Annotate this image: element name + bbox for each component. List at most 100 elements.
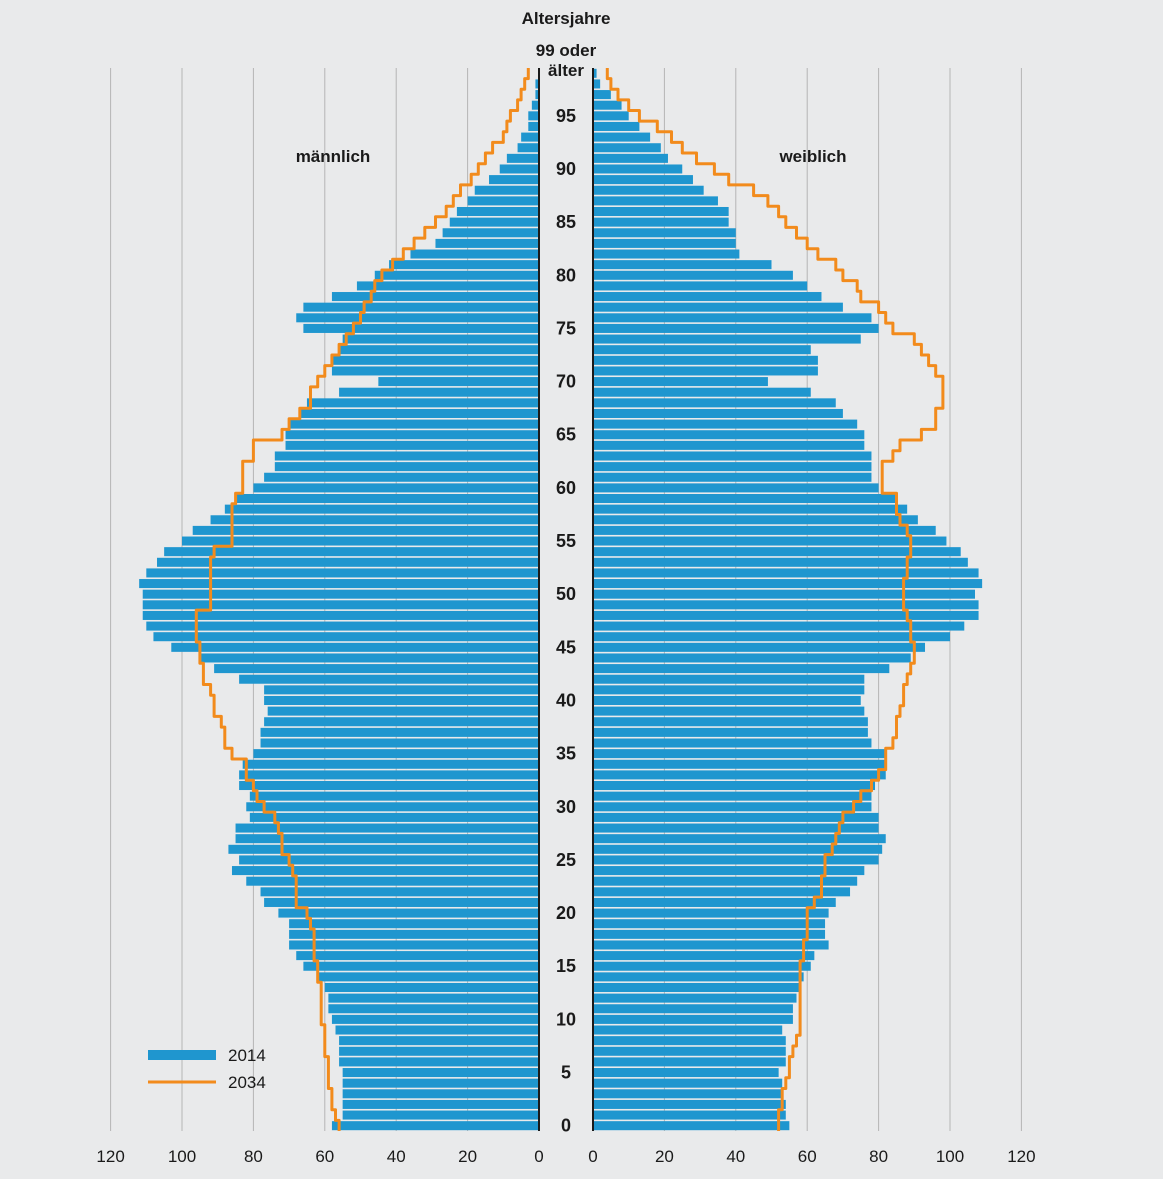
age-tick-10: 10 — [556, 1009, 576, 1029]
bar-male-age-59 — [235, 494, 540, 504]
x-tick-labels: 120 100 80 60 40 20 0 0 20 40 60 80 100 120 — [96, 1147, 1035, 1166]
x-tick-left-120: 120 — [96, 1147, 124, 1166]
bar-female-age-88 — [593, 185, 704, 195]
bar-female-age-11 — [593, 1004, 793, 1014]
bar-female-age-0 — [593, 1121, 790, 1131]
bar-male-age-46 — [153, 632, 539, 642]
bar-male-age-11 — [328, 1004, 539, 1014]
bar-male-age-24 — [231, 866, 540, 876]
bar-female-age-82 — [593, 249, 740, 259]
bar-male-age-55 — [182, 536, 539, 546]
age-tick-50: 50 — [556, 584, 576, 604]
age-tick-15: 15 — [556, 956, 576, 976]
bar-male-age-65 — [285, 430, 539, 440]
left-side-label: männlich — [296, 147, 371, 166]
bar-female-age-59 — [593, 494, 897, 504]
bar-female-age-16 — [593, 951, 815, 961]
bar-female-age-36 — [593, 738, 872, 748]
age-tick-65: 65 — [556, 425, 576, 445]
bar-male-age-95 — [528, 111, 539, 121]
bar-female-age-70 — [593, 377, 768, 387]
bar-female-age-37 — [593, 727, 868, 737]
age-tick-80: 80 — [556, 265, 576, 285]
bar-female-age-72 — [593, 355, 818, 365]
bar-male-age-96 — [531, 100, 539, 110]
bar-female-age-71 — [593, 366, 818, 376]
x-tick-right-0: 0 — [588, 1147, 597, 1166]
bar-male-age-83 — [435, 238, 539, 248]
bar-male-age-62 — [274, 462, 539, 472]
bar-female-age-43 — [593, 664, 890, 674]
right-side-label: weiblich — [778, 147, 846, 166]
lines-2034 — [194, 68, 945, 1131]
age-tick-70: 70 — [556, 372, 576, 392]
x-tick-left-40: 40 — [387, 1147, 406, 1166]
bar-male-age-69 — [339, 387, 539, 397]
bar-male-age-80 — [374, 270, 539, 280]
bar-female-age-48 — [593, 610, 979, 620]
bar-male-age-52 — [146, 568, 540, 578]
bar-female-age-33 — [593, 770, 886, 780]
bar-male-age-76 — [296, 313, 539, 323]
bar-male-age-50 — [142, 589, 540, 599]
bar-female-age-41 — [593, 685, 865, 695]
bar-female-age-97 — [593, 90, 611, 100]
bar-female-age-76 — [593, 313, 872, 323]
bar-female-age-90 — [593, 164, 683, 174]
bar-female-age-4 — [593, 1078, 783, 1088]
bar-male-age-94 — [528, 121, 539, 131]
x-tick-right-80: 80 — [869, 1147, 888, 1166]
bar-male-age-79 — [356, 281, 539, 291]
bar-female-age-9 — [593, 1025, 783, 1035]
bar-male-age-71 — [331, 366, 539, 376]
bar-male-age-20 — [278, 908, 539, 918]
age-tick-30: 30 — [556, 797, 576, 817]
age-tick-35: 35 — [556, 744, 576, 764]
bar-female-age-94 — [593, 121, 640, 131]
age-tick-5: 5 — [561, 1063, 571, 1083]
bar-female-age-20 — [593, 908, 829, 918]
bar-female-age-27 — [593, 834, 886, 844]
bar-female-age-77 — [593, 302, 843, 312]
bar-female-age-58 — [593, 504, 908, 514]
bar-female-age-67 — [593, 408, 843, 418]
bar-female-age-54 — [593, 547, 961, 557]
bar-male-age-8 — [339, 1036, 539, 1046]
bar-female-age-24 — [593, 866, 865, 876]
bar-female-age-79 — [593, 281, 808, 291]
bar-male-age-31 — [249, 791, 539, 801]
bar-male-age-87 — [467, 196, 539, 206]
bar-female-age-92 — [593, 143, 661, 153]
bar-male-age-73 — [339, 345, 539, 355]
bar-male-age-43 — [214, 664, 539, 674]
bar-male-age-90 — [499, 164, 539, 174]
bar-female-age-89 — [593, 175, 693, 185]
bar-female-age-99 — [593, 68, 597, 78]
bar-female-age-42 — [593, 674, 865, 684]
bar-female-age-1 — [593, 1110, 786, 1120]
bar-male-age-7 — [339, 1046, 539, 1056]
bar-male-age-9 — [335, 1025, 539, 1035]
bar-female-age-13 — [593, 982, 801, 993]
bar-male-age-42 — [239, 674, 539, 684]
bar-male-age-66 — [289, 419, 539, 429]
bar-female-age-55 — [593, 536, 947, 546]
age-tick-labels: 0 5 10 15 20 25 30 35 40 45 50 55 60 65 70 75 80 85 90 95 — [556, 106, 576, 1136]
bar-male-age-70 — [378, 377, 539, 387]
x-tick-right-100: 100 — [936, 1147, 964, 1166]
line-2034-male — [194, 68, 530, 1131]
bar-male-age-33 — [239, 770, 539, 780]
bar-male-age-98 — [535, 79, 539, 89]
bar-female-age-69 — [593, 387, 811, 397]
bar-female-age-8 — [593, 1036, 786, 1046]
x-tick-right-20: 20 — [655, 1147, 674, 1166]
bar-female-age-15 — [593, 961, 811, 971]
bar-female-age-96 — [593, 100, 622, 110]
bar-male-age-77 — [303, 302, 539, 312]
age-tick-0: 0 — [561, 1116, 571, 1136]
bar-male-age-3 — [342, 1089, 539, 1099]
x-tick-left-80: 80 — [244, 1147, 263, 1166]
x-tick-right-60: 60 — [798, 1147, 817, 1166]
bar-female-age-98 — [593, 79, 601, 89]
age-tick-55: 55 — [556, 531, 576, 551]
